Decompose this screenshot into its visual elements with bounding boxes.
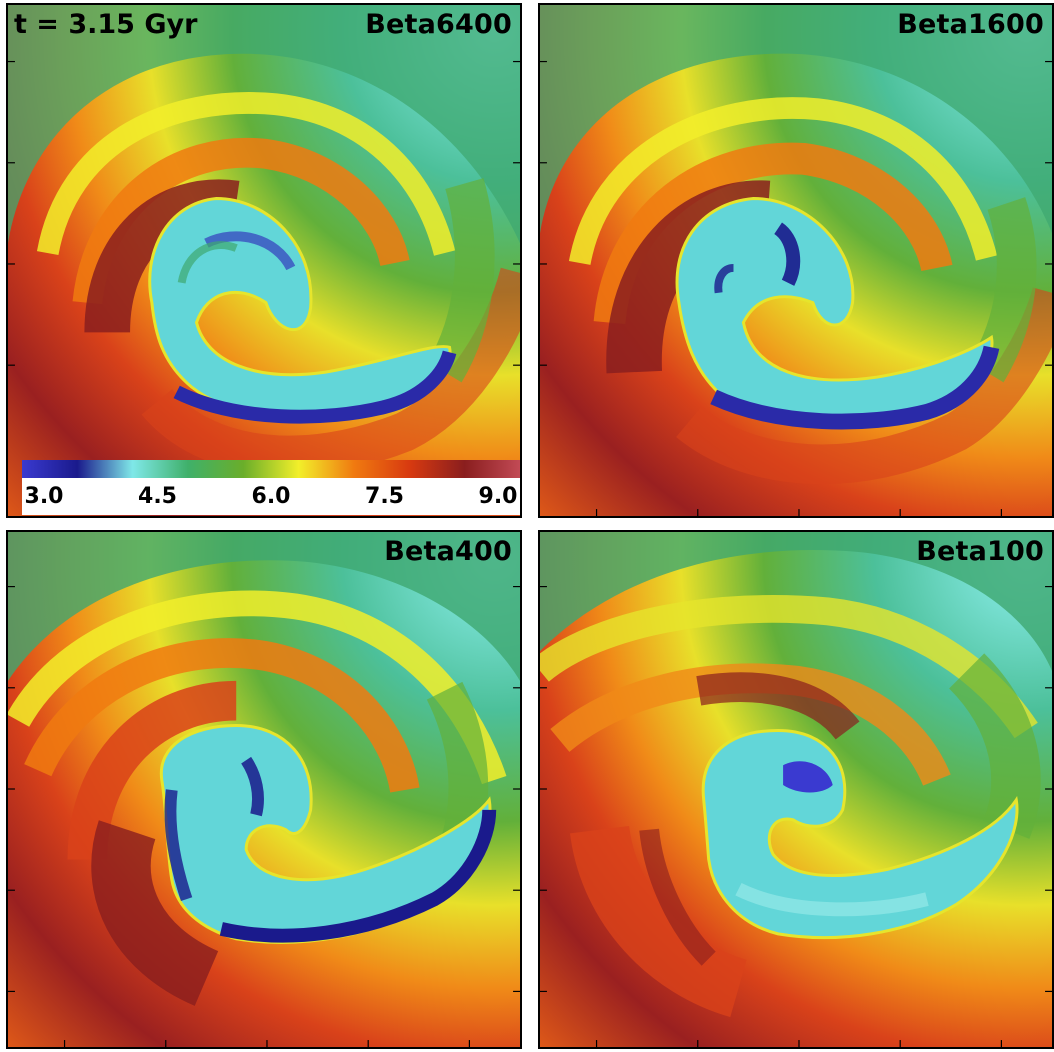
temperature-map-image xyxy=(8,532,520,1047)
panel-title: Beta400 xyxy=(384,536,512,567)
colorbar-tick-labels: 3.0 4.5 6.0 7.5 9.0 xyxy=(22,484,520,512)
colorbar-tick-label: 9.0 xyxy=(478,484,518,509)
panel-title: Beta100 xyxy=(916,536,1044,567)
colorbar: 3.0 4.5 6.0 7.5 9.0 xyxy=(22,460,520,515)
panel-title: Beta6400 xyxy=(365,9,512,40)
panel-beta400: Beta400 xyxy=(6,530,522,1049)
temperature-map-image xyxy=(540,532,1052,1047)
panel-beta1600: Beta1600 xyxy=(538,3,1054,518)
panel-title: Beta1600 xyxy=(897,9,1044,40)
panel-beta100: Beta100 xyxy=(538,530,1054,1049)
time-label: t = 3.15 Gyr xyxy=(14,9,198,40)
colorbar-tick-label: 6.0 xyxy=(251,484,291,509)
temperature-map-image xyxy=(540,5,1052,516)
colorbar-tick-label: 4.5 xyxy=(138,484,177,509)
temperature-map-image xyxy=(8,5,520,516)
colorbar-gradient xyxy=(22,460,520,478)
panel-beta6400: t = 3.15 Gyr Beta6400 3.0 4.5 6.0 7.5 9.0 xyxy=(6,3,522,518)
colorbar-tick-label: 7.5 xyxy=(365,484,404,509)
colorbar-tick-label: 3.0 xyxy=(24,484,64,509)
